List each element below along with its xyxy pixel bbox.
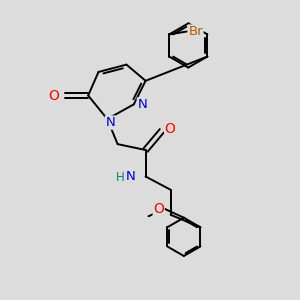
Text: O: O <box>165 122 176 136</box>
Text: Br: Br <box>188 25 203 38</box>
Text: N: N <box>105 116 115 129</box>
Text: H: H <box>116 172 124 184</box>
Text: N: N <box>137 98 147 111</box>
Text: N: N <box>125 170 135 183</box>
Text: O: O <box>153 202 164 216</box>
Text: O: O <box>48 88 59 103</box>
